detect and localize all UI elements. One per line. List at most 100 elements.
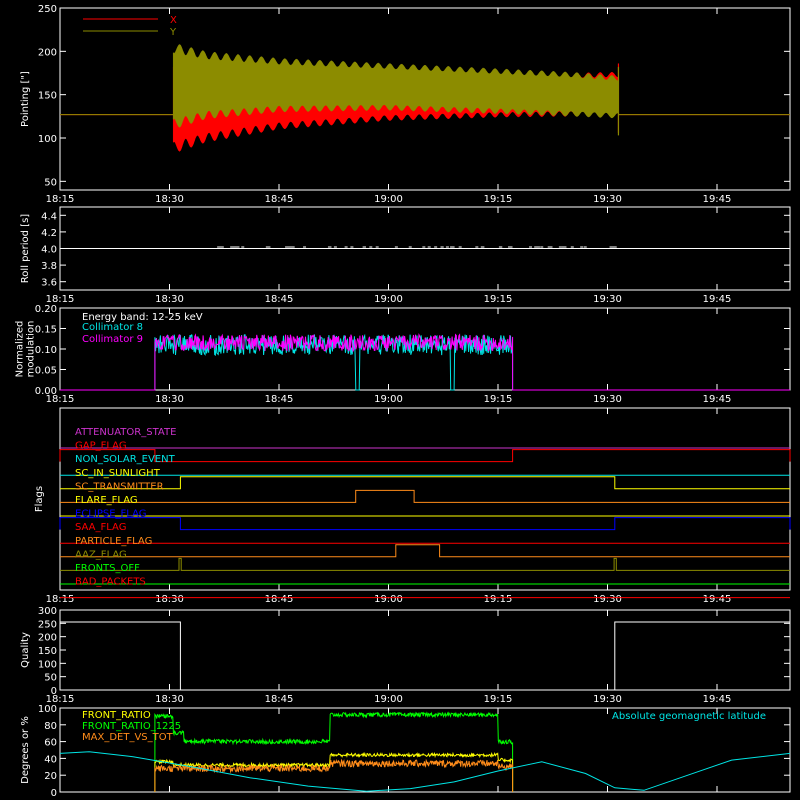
quality-xtick-label: 18:45 bbox=[265, 694, 294, 705]
mod-xtick-label: 18:30 bbox=[155, 394, 184, 405]
roll-ylabel: Roll period [s] bbox=[20, 214, 31, 283]
flags-xtick-label: 19:00 bbox=[374, 594, 403, 605]
geo-ytick-label: 60 bbox=[44, 738, 57, 749]
roll-period-panel: 18:15 18:30 18:45 19:00 19:15 19:30 19:45 3.6 3.… bbox=[20, 206, 791, 305]
flag-label: SAA_FLAG bbox=[75, 522, 126, 533]
flag-label: BAD_PACKETS bbox=[75, 577, 146, 588]
geo-annotation: Absolute geomagnetic latitude bbox=[612, 711, 766, 722]
quality-xtick-label: 18:30 bbox=[155, 694, 184, 705]
roll-xtick-label: 19:30 bbox=[593, 294, 622, 305]
quality-ytick-label: 200 bbox=[38, 633, 57, 644]
flag-label: SC_IN_SUNLIGHT bbox=[75, 468, 161, 479]
geo-ylabel: Degrees or % bbox=[20, 716, 31, 784]
pointing-xtick-label: 18:15 bbox=[46, 194, 75, 205]
flag-trace bbox=[60, 544, 790, 558]
pointing-ytick-label: 250 bbox=[38, 4, 57, 15]
quality-xtick-label: 19:45 bbox=[703, 694, 732, 705]
legend-label: FRONT_RATIO_1225 bbox=[82, 721, 181, 732]
quality-ytick-label: 150 bbox=[38, 646, 57, 657]
legend-label: Collimator 8 bbox=[82, 322, 143, 333]
flag-trace bbox=[60, 476, 790, 490]
flag-label: FLARE_FLAG bbox=[75, 495, 138, 506]
mod-xtick-label: 19:15 bbox=[484, 394, 513, 405]
geo-ytick-label: 0 bbox=[51, 788, 57, 799]
flags-xtick-label: 19:15 bbox=[484, 594, 513, 605]
mod-xtick-label: 19:30 bbox=[593, 394, 622, 405]
mod-xtick-label: 18:15 bbox=[46, 394, 75, 405]
series-front-ratio-1225 bbox=[154, 711, 514, 792]
pointing-ytick-label: 200 bbox=[38, 47, 57, 58]
roll-xtick-label: 18:30 bbox=[155, 294, 184, 305]
flag-trace bbox=[60, 489, 790, 503]
series-front-ratio bbox=[154, 751, 514, 792]
flags-xtick-label: 18:15 bbox=[46, 594, 75, 605]
quality-xtick-label: 19:15 bbox=[484, 694, 513, 705]
flags-xtick-label: 18:45 bbox=[265, 594, 294, 605]
pointing-xtick-label: 18:45 bbox=[265, 194, 294, 205]
geo-ytick-label: 100 bbox=[38, 704, 57, 715]
pointing-frame bbox=[59, 7, 791, 191]
roll-ytick-label: 4.4 bbox=[41, 211, 57, 222]
flag-label: PARTICLE_FLAG bbox=[75, 536, 152, 547]
pointing-ytick-label: 150 bbox=[38, 91, 57, 102]
mod-ytick-label: 0.15 bbox=[35, 325, 57, 336]
mod-xtick-label: 18:45 bbox=[265, 394, 294, 405]
geo-ytick-label: 80 bbox=[44, 721, 57, 732]
mod-xtick-label: 19:45 bbox=[703, 394, 732, 405]
flag-label: ECLIPSE_FLAG bbox=[75, 509, 146, 520]
pointing-xtick-label: 19:15 bbox=[484, 194, 513, 205]
geo-ytick-label: 20 bbox=[44, 771, 57, 782]
pointing-xtick-label: 19:00 bbox=[374, 194, 403, 205]
flag-label: SC_TRANSMITTER bbox=[75, 481, 164, 492]
series-geomag-latitude bbox=[59, 751, 791, 792]
flag-label: GAP_FLAG bbox=[75, 441, 127, 452]
series-collimator-9 bbox=[60, 332, 790, 391]
flag-label: NON_SOLAR_EVENT bbox=[75, 454, 176, 465]
flags-xtick-label: 19:30 bbox=[593, 594, 622, 605]
mod-annotation: Energy band: 12-25 keV bbox=[82, 312, 203, 323]
mod-ytick-label: 0.00 bbox=[35, 386, 57, 397]
legend-label: MAX_DET_VS_TOT bbox=[82, 732, 174, 743]
roll-xtick-label: 19:15 bbox=[484, 294, 513, 305]
flags-ylabel: Flags bbox=[34, 486, 45, 512]
quality-panel: 18:15 18:30 18:45 19:00 19:15 19:30 19:45 0 50 10… bbox=[20, 606, 791, 705]
mod-ytick-label: 0.05 bbox=[35, 366, 57, 377]
flag-trace bbox=[59, 449, 791, 463]
roll-ytick-label: 4.2 bbox=[41, 228, 57, 239]
legend-label: X bbox=[170, 15, 177, 26]
quality-xtick-label: 18:15 bbox=[46, 694, 75, 705]
geomag-panel: 0 20 40 60 80 100 Degrees or % FRONT_RATIOFRONT… bbox=[20, 704, 791, 799]
roll-xtick-label: 19:00 bbox=[374, 294, 403, 305]
legend-label: FRONT_RATIO bbox=[82, 710, 151, 721]
mod-ytick-label: 0.10 bbox=[35, 345, 57, 356]
pointing-ytick-label: 100 bbox=[38, 134, 57, 145]
roll-xtick-label: 18:45 bbox=[265, 294, 294, 305]
flags-xtick-label: 19:45 bbox=[703, 594, 732, 605]
mod-xtick-label: 19:00 bbox=[374, 394, 403, 405]
roll-xtick-label: 18:15 bbox=[46, 294, 75, 305]
quality-ytick-label: 0 bbox=[51, 686, 57, 697]
flag-label: ATTENUATOR_STATE bbox=[75, 427, 176, 438]
legend-label: Y bbox=[169, 27, 177, 38]
flag-trace bbox=[59, 517, 791, 531]
pointing-ylabel: Pointing ["] bbox=[20, 71, 31, 127]
pointing-xtick-label: 19:30 bbox=[593, 194, 622, 205]
flags-frame bbox=[59, 407, 791, 591]
mod-ylabel: Normalized bbox=[15, 321, 26, 378]
roll-ytick-label: 3.6 bbox=[41, 278, 57, 289]
flags-panel: 18:15 18:30 18:45 19:00 19:15 19:30 19:45 Flags… bbox=[34, 407, 791, 605]
pointing-ytick-label: 50 bbox=[44, 177, 57, 188]
roll-xtick-label: 19:45 bbox=[703, 294, 732, 305]
mod-ytick-label: 0.20 bbox=[35, 304, 57, 315]
series-max-det-vs-tot bbox=[154, 758, 514, 792]
quality-ytick-label: 50 bbox=[44, 673, 57, 684]
pointing-xtick-label: 19:45 bbox=[703, 194, 732, 205]
quality-xtick-label: 19:00 bbox=[374, 694, 403, 705]
quality-ylabel: Quality bbox=[20, 632, 31, 668]
flag-label: FRONTS_OFF bbox=[75, 563, 140, 574]
geo-frame bbox=[59, 707, 791, 793]
pointing-xtick-label: 18:30 bbox=[155, 194, 184, 205]
quality-xtick-label: 19:30 bbox=[593, 694, 622, 705]
flag-trace bbox=[60, 557, 790, 571]
